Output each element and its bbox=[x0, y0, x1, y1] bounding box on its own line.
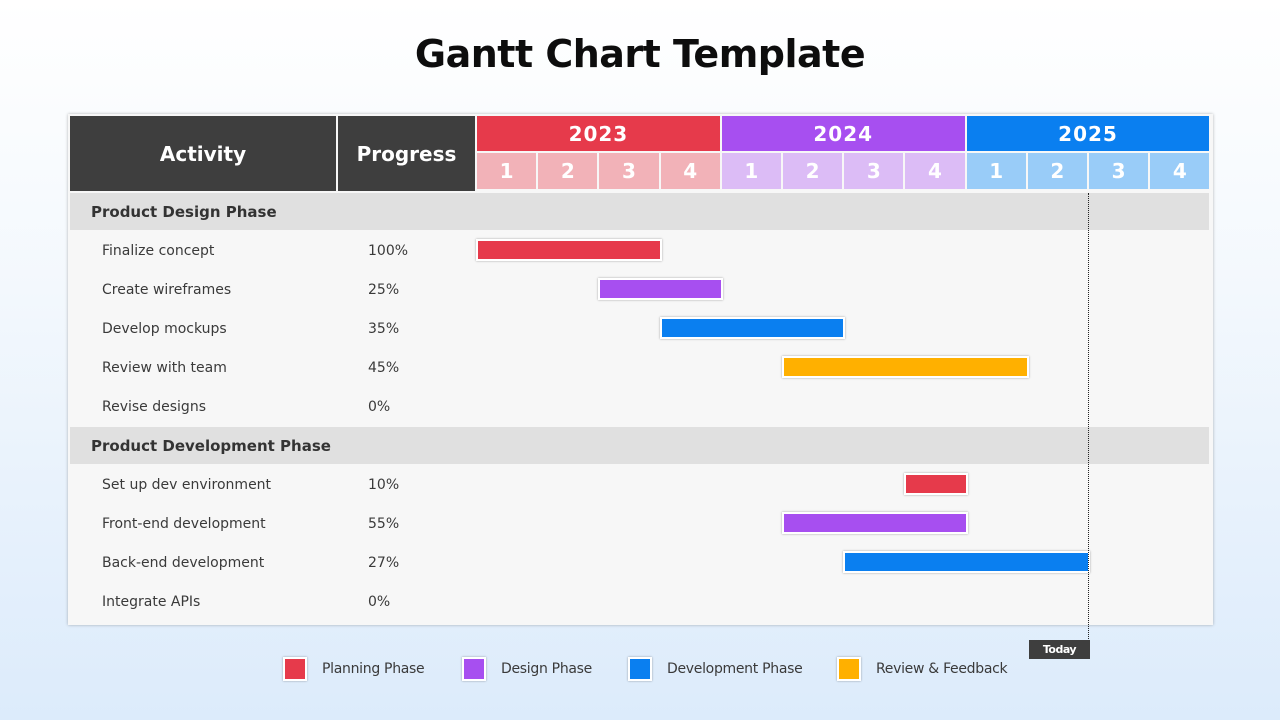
legend-label: Planning Phase bbox=[322, 661, 425, 677]
task-name: Develop mockups bbox=[70, 310, 336, 347]
gantt-bar-design bbox=[782, 512, 968, 534]
quarter-header-2025-q3: 3 bbox=[1089, 153, 1149, 189]
today-marker-line bbox=[1088, 193, 1089, 639]
quarter-header-2025-q2: 2 bbox=[1027, 153, 1087, 189]
activity-header: Activity bbox=[70, 116, 336, 191]
task-name: Finalize concept bbox=[70, 232, 336, 269]
task-progress: 27% bbox=[338, 544, 475, 581]
task-name: Back-end development bbox=[70, 544, 336, 581]
year-header-2025: 2025 bbox=[966, 116, 1210, 151]
quarter-header-2023-q1: 1 bbox=[477, 153, 537, 189]
legend-item-development: Development Phase bbox=[628, 656, 803, 682]
task-timeline-cell bbox=[477, 466, 1210, 503]
task-name: Review with team bbox=[70, 349, 336, 386]
legend-swatch-review bbox=[837, 657, 861, 681]
legend-swatch-planning bbox=[283, 657, 307, 681]
page-title: Gantt Chart Template bbox=[414, 32, 866, 76]
quarter-header-2025-q4: 4 bbox=[1150, 153, 1210, 189]
task-progress: 55% bbox=[338, 505, 475, 542]
task-progress: 100% bbox=[338, 232, 475, 269]
gantt-bar-development bbox=[659, 317, 846, 339]
legend-swatch-design bbox=[462, 657, 486, 681]
task-progress: 0% bbox=[338, 388, 475, 425]
task-name: Integrate APIs bbox=[70, 583, 336, 620]
phase-row: Product Development Phase bbox=[70, 427, 1210, 464]
task-progress: 10% bbox=[338, 466, 475, 503]
task-name: Create wireframes bbox=[70, 271, 336, 308]
quarter-header-2024-q4: 4 bbox=[905, 153, 965, 189]
task-progress: 35% bbox=[338, 310, 475, 347]
task-timeline-cell bbox=[477, 583, 1210, 620]
legend-item-planning: Planning Phase bbox=[283, 656, 425, 682]
year-header-2023: 2023 bbox=[477, 116, 720, 151]
gantt-bar-development bbox=[843, 551, 1090, 573]
gantt-bar-planning bbox=[476, 239, 662, 261]
task-progress: 45% bbox=[338, 349, 475, 386]
gantt-chart: Activity Progress 2023 1 2 3 4 2024 1 2 3 4 2025 1 2 3 4… bbox=[68, 114, 1213, 625]
quarter-header-2024-q1: 1 bbox=[721, 153, 781, 189]
gantt-bar-design bbox=[598, 278, 723, 300]
quarter-header-2023-q4: 4 bbox=[660, 153, 720, 189]
legend-label: Development Phase bbox=[667, 661, 803, 677]
legend-swatch-development bbox=[628, 657, 652, 681]
legend-label: Design Phase bbox=[501, 661, 592, 677]
task-progress: 25% bbox=[338, 271, 475, 308]
quarter-header-2023-q2: 2 bbox=[538, 153, 598, 189]
legend-item-review: Review & Feedback bbox=[837, 656, 1008, 682]
task-name: Revise designs bbox=[70, 388, 336, 425]
task-name: Front-end development bbox=[70, 505, 336, 542]
legend-item-design: Design Phase bbox=[462, 656, 592, 682]
quarter-header-2024-q2: 2 bbox=[783, 153, 843, 189]
gantt-bar-planning bbox=[904, 473, 968, 495]
task-timeline-cell bbox=[477, 388, 1210, 425]
progress-header: Progress bbox=[338, 116, 475, 191]
quarter-header-2025-q1: 1 bbox=[966, 153, 1026, 189]
task-progress: 0% bbox=[338, 583, 475, 620]
legend-label: Review & Feedback bbox=[876, 661, 1008, 677]
task-timeline-cell bbox=[477, 271, 1210, 308]
today-marker-label: Today bbox=[1029, 640, 1090, 659]
phase-row: Product Design Phase bbox=[70, 193, 1210, 230]
quarter-header-2024-q3: 3 bbox=[844, 153, 904, 189]
task-name: Set up dev environment bbox=[70, 466, 336, 503]
gantt-bar-review bbox=[782, 356, 1029, 378]
year-header-2024: 2024 bbox=[721, 116, 965, 151]
quarter-header-2023-q3: 3 bbox=[599, 153, 659, 189]
